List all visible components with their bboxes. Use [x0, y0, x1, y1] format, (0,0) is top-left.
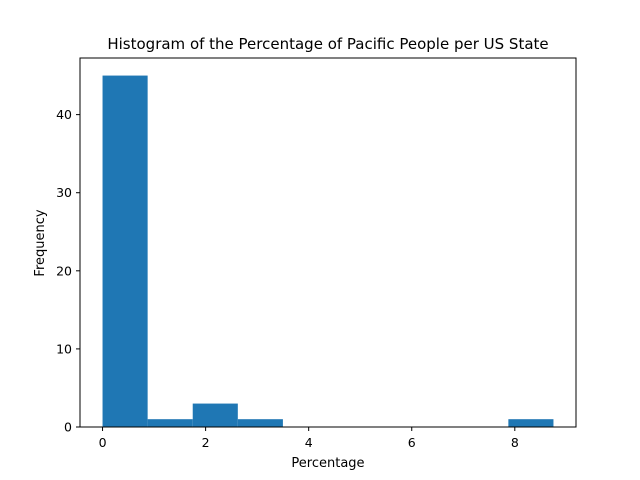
x-axis-ticks: 0 2 4 6 8	[99, 427, 519, 450]
y-tick-label: 20	[56, 263, 72, 278]
y-tick-label: 30	[56, 185, 72, 200]
x-axis-label: Percentage	[291, 456, 364, 471]
histogram-bar-3	[237, 419, 283, 427]
histogram-bar-1	[147, 419, 193, 427]
x-tick-label: 4	[305, 435, 313, 450]
bars-group	[102, 75, 554, 428]
histogram-bar-9	[508, 419, 554, 427]
x-tick-label: 6	[408, 435, 416, 450]
y-tick-label: 40	[56, 107, 72, 122]
y-tick-label: 0	[64, 420, 72, 435]
y-tick-label: 10	[56, 341, 72, 356]
chart-title: Histogram of the Percentage of Pacific P…	[107, 35, 548, 53]
y-axis-ticks: 0 10 20 30 40	[56, 107, 80, 435]
x-tick-label: 8	[511, 435, 519, 450]
histogram-bar-2	[192, 403, 238, 427]
x-tick-label: 2	[202, 435, 210, 450]
plot-frame	[79, 57, 577, 428]
x-tick-label: 0	[99, 435, 107, 450]
y-axis-label: Frequency	[33, 209, 48, 276]
histogram-bar-0	[102, 75, 148, 428]
